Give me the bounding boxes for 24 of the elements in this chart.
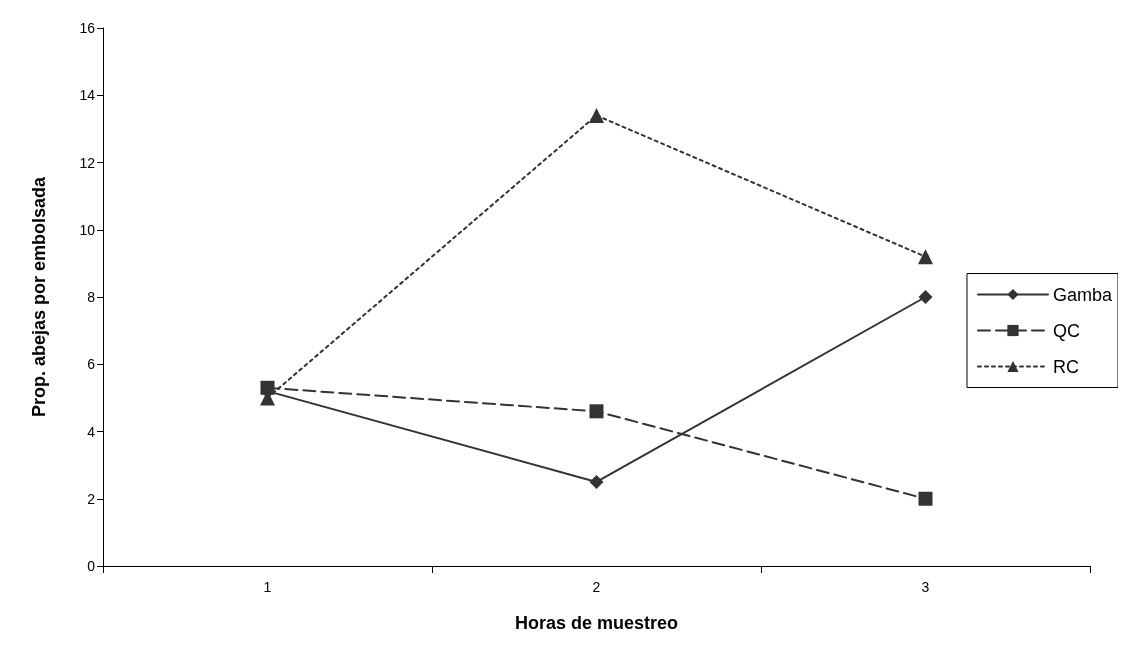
legend-label: Gamba xyxy=(1052,284,1113,305)
y-tick-label: 16 xyxy=(79,20,96,36)
point xyxy=(918,491,933,506)
legend-label: RC xyxy=(1052,356,1079,377)
y-tick-label: 8 xyxy=(87,289,96,305)
point xyxy=(260,380,275,395)
y-tick-label: 14 xyxy=(79,87,96,104)
x-tick-label: 1 xyxy=(263,579,272,595)
point xyxy=(918,249,933,265)
point xyxy=(918,290,933,304)
x-axis-title: Horas de muestreo xyxy=(514,613,679,633)
y-tick-label: 0 xyxy=(87,558,96,574)
point xyxy=(589,474,604,489)
point xyxy=(589,107,604,123)
y-tick-label: 6 xyxy=(87,356,96,373)
y-tick-label: 10 xyxy=(79,221,96,238)
y-tick-label: 4 xyxy=(87,423,96,440)
x-tick-label: 2 xyxy=(592,579,601,595)
legend-label: QC xyxy=(1052,320,1080,341)
y-axis-title: Prop. abejas por embolsada xyxy=(29,175,49,418)
y-tick-label: 12 xyxy=(79,154,96,171)
x-tick-label: 3 xyxy=(921,579,930,595)
y-tick-label: 2 xyxy=(87,490,96,507)
point xyxy=(589,404,604,419)
